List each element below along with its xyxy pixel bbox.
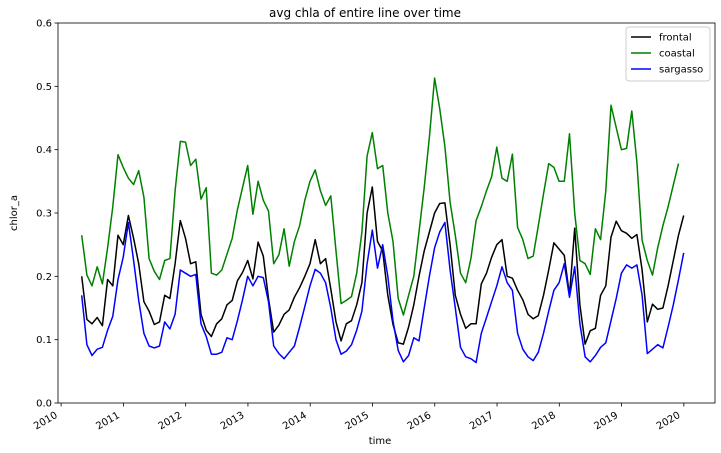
y-tick-label: 0.1 bbox=[36, 335, 52, 346]
x-axis-label: time bbox=[369, 436, 392, 447]
y-tick-label: 0.6 bbox=[36, 19, 52, 30]
x-tick-label: 2012 bbox=[157, 410, 185, 432]
legend-label-coastal: coastal bbox=[659, 49, 695, 60]
legend-box bbox=[625, 26, 711, 82]
chart-title: avg chla of entire line over time bbox=[269, 6, 461, 20]
x-tick-label: 2016 bbox=[406, 410, 434, 432]
y-axis-label: chlor_a bbox=[9, 195, 20, 231]
series-lines bbox=[80, 77, 685, 364]
x-axis: 2010 2011 2012 2013 2014 2015 2016 2017 2018 2019… bbox=[32, 403, 685, 432]
x-tick-label: 2011 bbox=[94, 410, 122, 432]
x-tick-label: 2014 bbox=[281, 410, 309, 432]
legend-label-sargasso: sargasso bbox=[659, 65, 703, 76]
legend-label-frontal: frontal bbox=[659, 33, 692, 44]
x-tick-label: 2019 bbox=[593, 410, 621, 432]
y-axis: 0.0 0.1 0.2 0.3 0.4 0.5 0.6 bbox=[36, 19, 58, 410]
y-tick-label: 0.0 bbox=[36, 399, 52, 410]
x-tick-label: 2010 bbox=[32, 410, 60, 432]
x-tick-label: 2013 bbox=[219, 410, 247, 432]
y-tick-label: 0.3 bbox=[36, 209, 52, 220]
series-line-sargasso bbox=[80, 221, 685, 364]
legend: frontal coastal sargasso bbox=[625, 26, 711, 82]
series-line-coastal bbox=[80, 77, 680, 316]
series-line-frontal bbox=[80, 186, 685, 345]
x-tick-label: 2020 bbox=[655, 410, 683, 432]
y-tick-label: 0.2 bbox=[36, 272, 52, 283]
x-tick-label: 2018 bbox=[530, 410, 558, 432]
plot-frame bbox=[57, 22, 716, 404]
x-tick-label: 2017 bbox=[468, 410, 496, 432]
y-tick-label: 0.4 bbox=[36, 145, 52, 156]
y-tick-label: 0.5 bbox=[36, 82, 52, 93]
x-tick-label: 2015 bbox=[343, 410, 371, 432]
